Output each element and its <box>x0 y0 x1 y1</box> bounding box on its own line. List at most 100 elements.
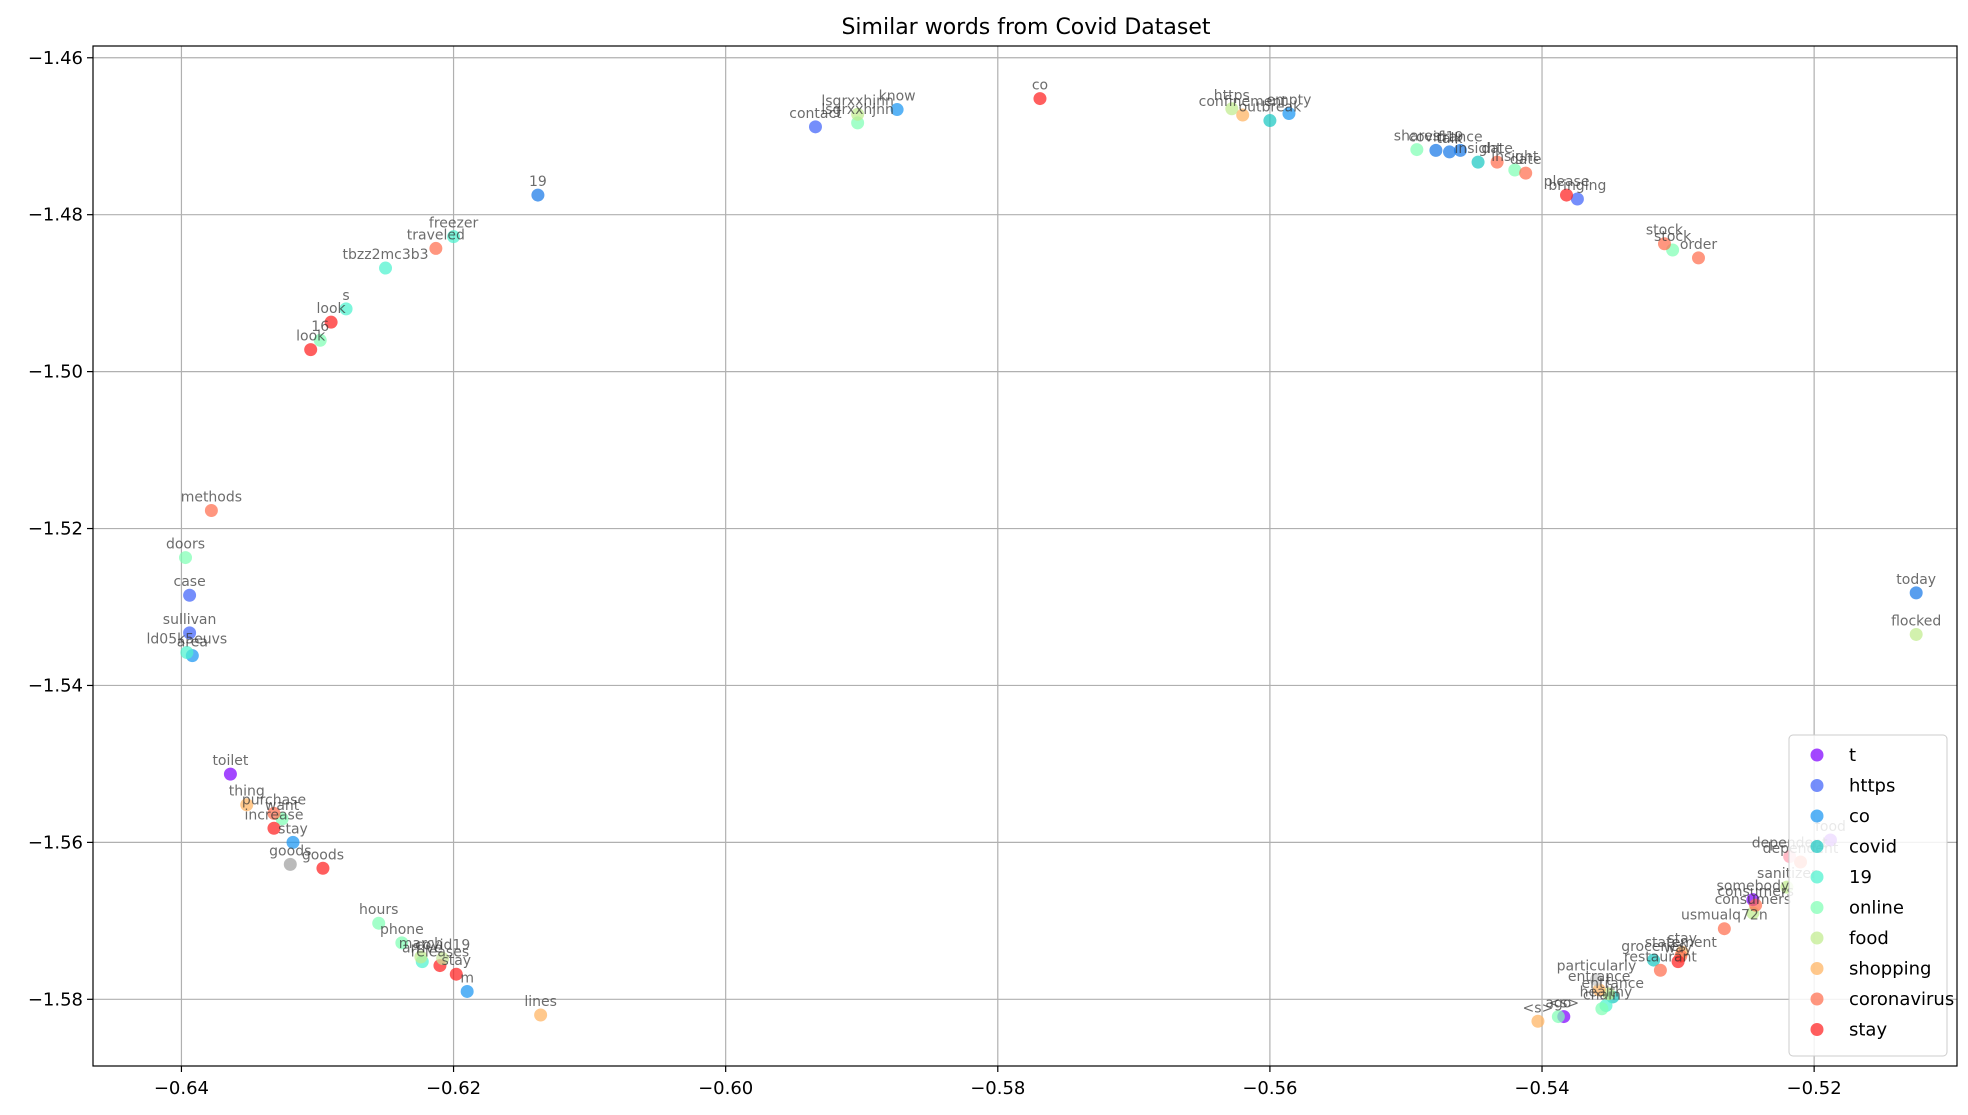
point-food <box>851 107 865 121</box>
point-stay <box>316 861 330 875</box>
y-tick-label: −1.58 <box>28 989 83 1010</box>
point-label: insight <box>1491 149 1539 165</box>
point-online <box>372 916 386 930</box>
legend-label: stay <box>1849 1020 1887 1041</box>
point-coronavirus <box>1691 251 1705 265</box>
point-label: goods <box>269 843 311 859</box>
legend-marker <box>1810 992 1824 1006</box>
legend-label: food <box>1849 928 1889 949</box>
point-covid <box>1647 953 1661 967</box>
point-label: 16 <box>311 319 329 335</box>
point-label: restaurant <box>1624 949 1698 965</box>
point-extra <box>283 857 297 871</box>
point-label: s <box>342 288 349 304</box>
point-extra <box>531 188 545 202</box>
legend-label: t <box>1849 745 1856 766</box>
point-coronavirus <box>1490 155 1504 169</box>
point-label: talk <box>1436 131 1463 147</box>
point-online <box>179 551 193 565</box>
legend-marker <box>1810 748 1824 762</box>
data-points <box>179 92 1923 1028</box>
point-label: stock <box>1646 223 1684 239</box>
point-label: stay <box>278 821 308 837</box>
point-label: france <box>1438 129 1482 145</box>
point-label: look <box>296 329 326 345</box>
point-online <box>1508 163 1522 177</box>
point-label: please <box>1544 174 1590 190</box>
legend-label: online <box>1849 898 1904 919</box>
point-label: consumers <box>1717 884 1794 900</box>
point-extra <box>1429 143 1443 157</box>
point-labels: toilet <s> somebody food contact case sullivan… <box>147 78 1942 1017</box>
point-label: outbreak <box>1239 100 1302 116</box>
point-label: releases <box>411 945 469 961</box>
point-label: look <box>317 301 347 317</box>
point-label: somebody <box>1717 879 1790 895</box>
y-tick-label: −1.54 <box>28 675 83 696</box>
legend-label: 19 <box>1849 867 1872 888</box>
grid <box>93 46 1957 1066</box>
x-tick-label: −0.60 <box>698 1078 753 1099</box>
point-online <box>395 936 409 950</box>
point-19 <box>379 261 393 275</box>
point-label: toilet <box>212 753 248 769</box>
point-label: <s> <box>1523 1000 1554 1016</box>
point-label: doors <box>166 537 205 553</box>
y-tick-label: −1.56 <box>28 832 83 853</box>
point-label: entrance <box>1582 976 1645 992</box>
point-co <box>890 103 904 117</box>
point-label: methods <box>181 489 242 505</box>
point-19 <box>339 302 353 316</box>
point-coronavirus <box>1657 237 1671 251</box>
point-online <box>1595 1002 1609 1016</box>
point-online <box>1410 143 1424 157</box>
point-shopping <box>240 798 254 812</box>
y-tick-label: −1.46 <box>28 48 83 69</box>
legend-marker <box>1810 870 1824 884</box>
point-label: co <box>1032 78 1048 94</box>
point-label: thing <box>229 784 265 800</box>
point-label: groceries <box>1621 939 1686 955</box>
point-label: stay <box>1667 931 1697 947</box>
point-https <box>808 120 822 134</box>
point-extra <box>1589 973 1603 987</box>
point-label: sullivan <box>163 612 217 628</box>
legend-marker <box>1810 779 1824 792</box>
point-extra <box>436 952 450 966</box>
point-label: <s> <box>1548 996 1579 1012</box>
point-label: case <box>174 574 206 590</box>
legend-label: https <box>1849 776 1895 797</box>
legend-label: coronavirus <box>1849 989 1954 1010</box>
point-label: chain <box>1583 988 1621 1004</box>
x-tick-label: −0.58 <box>970 1078 1025 1099</box>
point-19 <box>180 646 194 660</box>
point-coronavirus <box>1519 166 1533 180</box>
point-label: date <box>1510 152 1542 168</box>
point-label: stay <box>441 953 471 969</box>
point-label: confinement <box>1199 94 1288 110</box>
point-label: empty <box>1266 92 1311 108</box>
point-label: order <box>1680 237 1718 253</box>
point-label: t <box>1606 973 1612 989</box>
point-label: arrive <box>402 941 443 957</box>
legend-marker <box>1810 962 1824 975</box>
axis-ticks: −0.64 −0.62 −0.60 −0.58 −0.56 −0.54 −0.52 −1.46… <box>28 48 1842 1099</box>
legend-label: co <box>1849 806 1870 827</box>
point-stay <box>324 315 338 329</box>
point-coronavirus <box>1749 898 1763 912</box>
point-covid <box>1263 114 1277 128</box>
point-stay <box>267 821 281 835</box>
legend-marker <box>1810 809 1824 823</box>
point-label: today <box>1896 572 1936 588</box>
x-tick-label: −0.64 <box>154 1078 209 1099</box>
point-label: traveled <box>407 227 465 243</box>
point-label: increase <box>244 807 303 823</box>
point-label: shares <box>1394 129 1440 145</box>
legend-label: shopping <box>1849 959 1932 980</box>
point-label: bringing <box>1548 178 1606 194</box>
point-label: hours <box>359 902 398 918</box>
x-tick-label: −0.56 <box>1242 1078 1297 1099</box>
point-coronavirus <box>429 241 443 255</box>
point-shopping <box>1236 108 1250 122</box>
